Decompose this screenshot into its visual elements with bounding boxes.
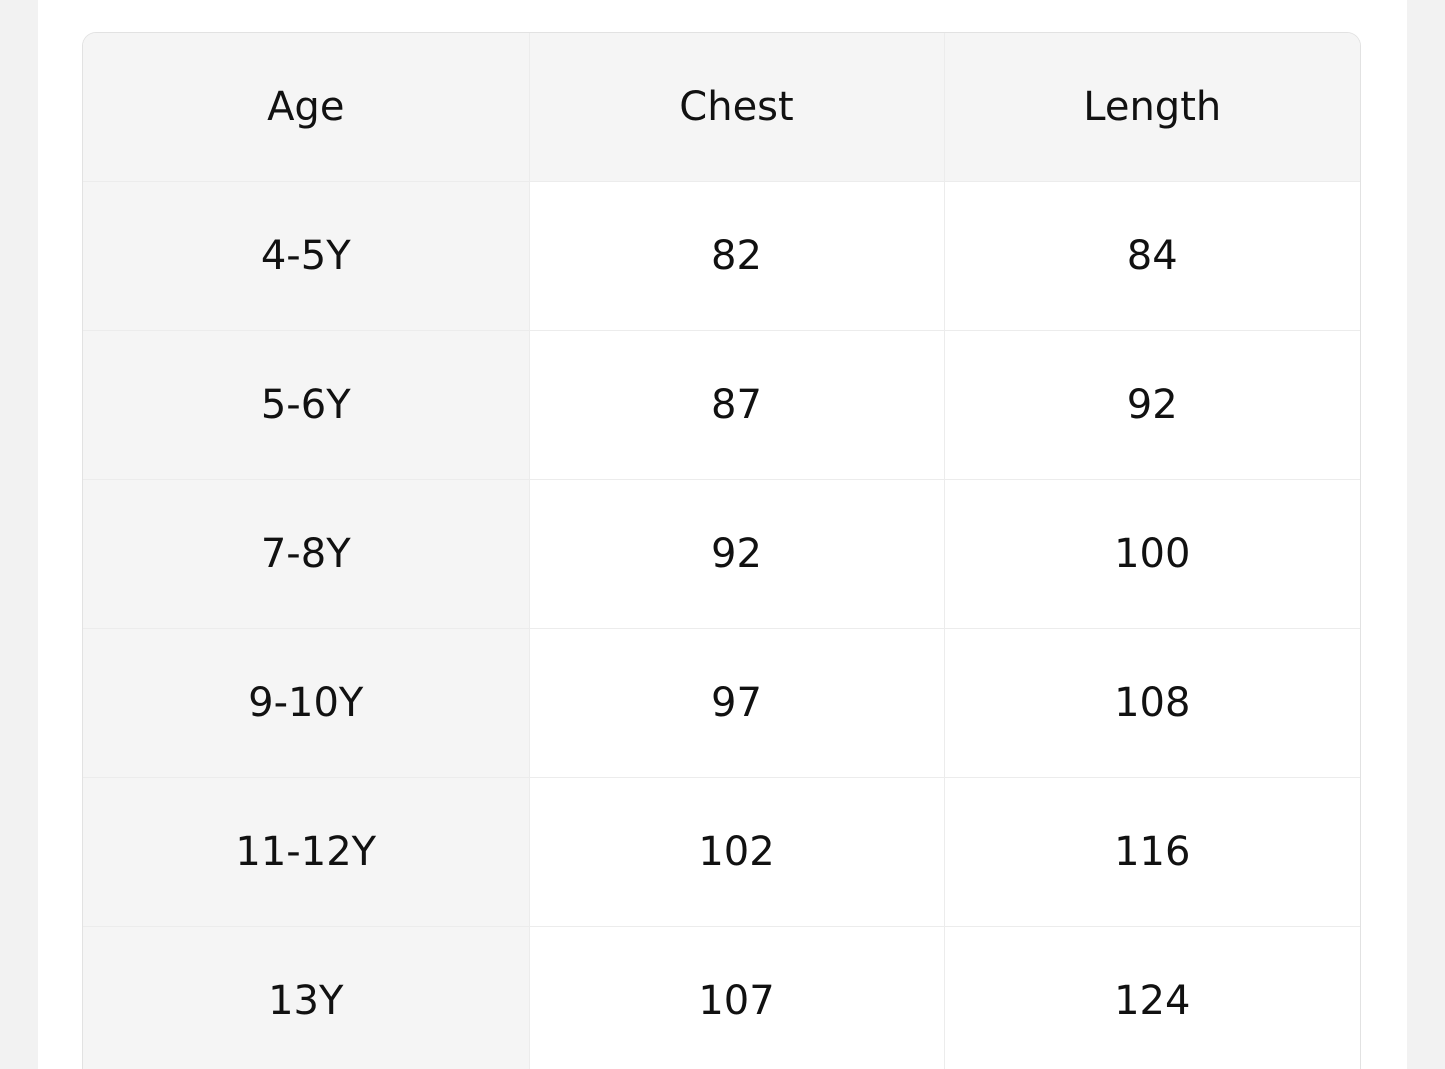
table-row: 7-8Y 92 100 (83, 479, 1360, 629)
table-cell: 13Y (83, 926, 530, 1069)
table-cell: 108 (944, 628, 1360, 778)
header-cell: Age (83, 33, 530, 182)
table-cell: 100 (944, 479, 1360, 629)
table-cell: 124 (944, 926, 1360, 1069)
table-row: 9-10Y 97 108 (83, 628, 1360, 778)
table-cell: 102 (529, 777, 945, 927)
table-cell: 5-6Y (83, 330, 530, 480)
table-cell: 97 (529, 628, 945, 778)
table-frame: Age Chest Length 4-5Y 82 84 5-6Y 87 92 7-8Y 92 100… (82, 32, 1361, 1069)
table-cell: 82 (529, 181, 945, 331)
panel: Age Chest Length 4-5Y 82 84 5-6Y 87 92 7-8Y 92 100… (38, 0, 1407, 1069)
table-cell: 87 (529, 330, 945, 480)
table-cell: 11-12Y (83, 777, 530, 927)
table-cell: 9-10Y (83, 628, 530, 778)
table-row: 11-12Y 102 116 (83, 777, 1360, 927)
size-table: Age Chest Length 4-5Y 82 84 5-6Y 87 92 7-8Y 92 100… (83, 33, 1360, 1069)
table-row: 13Y 107 124 (83, 926, 1360, 1069)
table-cell: 84 (944, 181, 1360, 331)
table-cell: 107 (529, 926, 945, 1069)
table-body: 4-5Y 82 84 5-6Y 87 92 7-8Y 92 100 9-10Y 97 108 11-12… (83, 181, 1360, 1069)
table-cell: 92 (944, 330, 1360, 480)
header-cell: Chest (529, 33, 945, 182)
table-cell: 4-5Y (83, 181, 530, 331)
header-row: Age Chest Length (83, 33, 1360, 182)
table-cell: 116 (944, 777, 1360, 927)
table-cell: 92 (529, 479, 945, 629)
table-row: 5-6Y 87 92 (83, 330, 1360, 480)
table-cell: 7-8Y (83, 479, 530, 629)
header-cell: Length (944, 33, 1360, 182)
table-row: 4-5Y 82 84 (83, 181, 1360, 331)
